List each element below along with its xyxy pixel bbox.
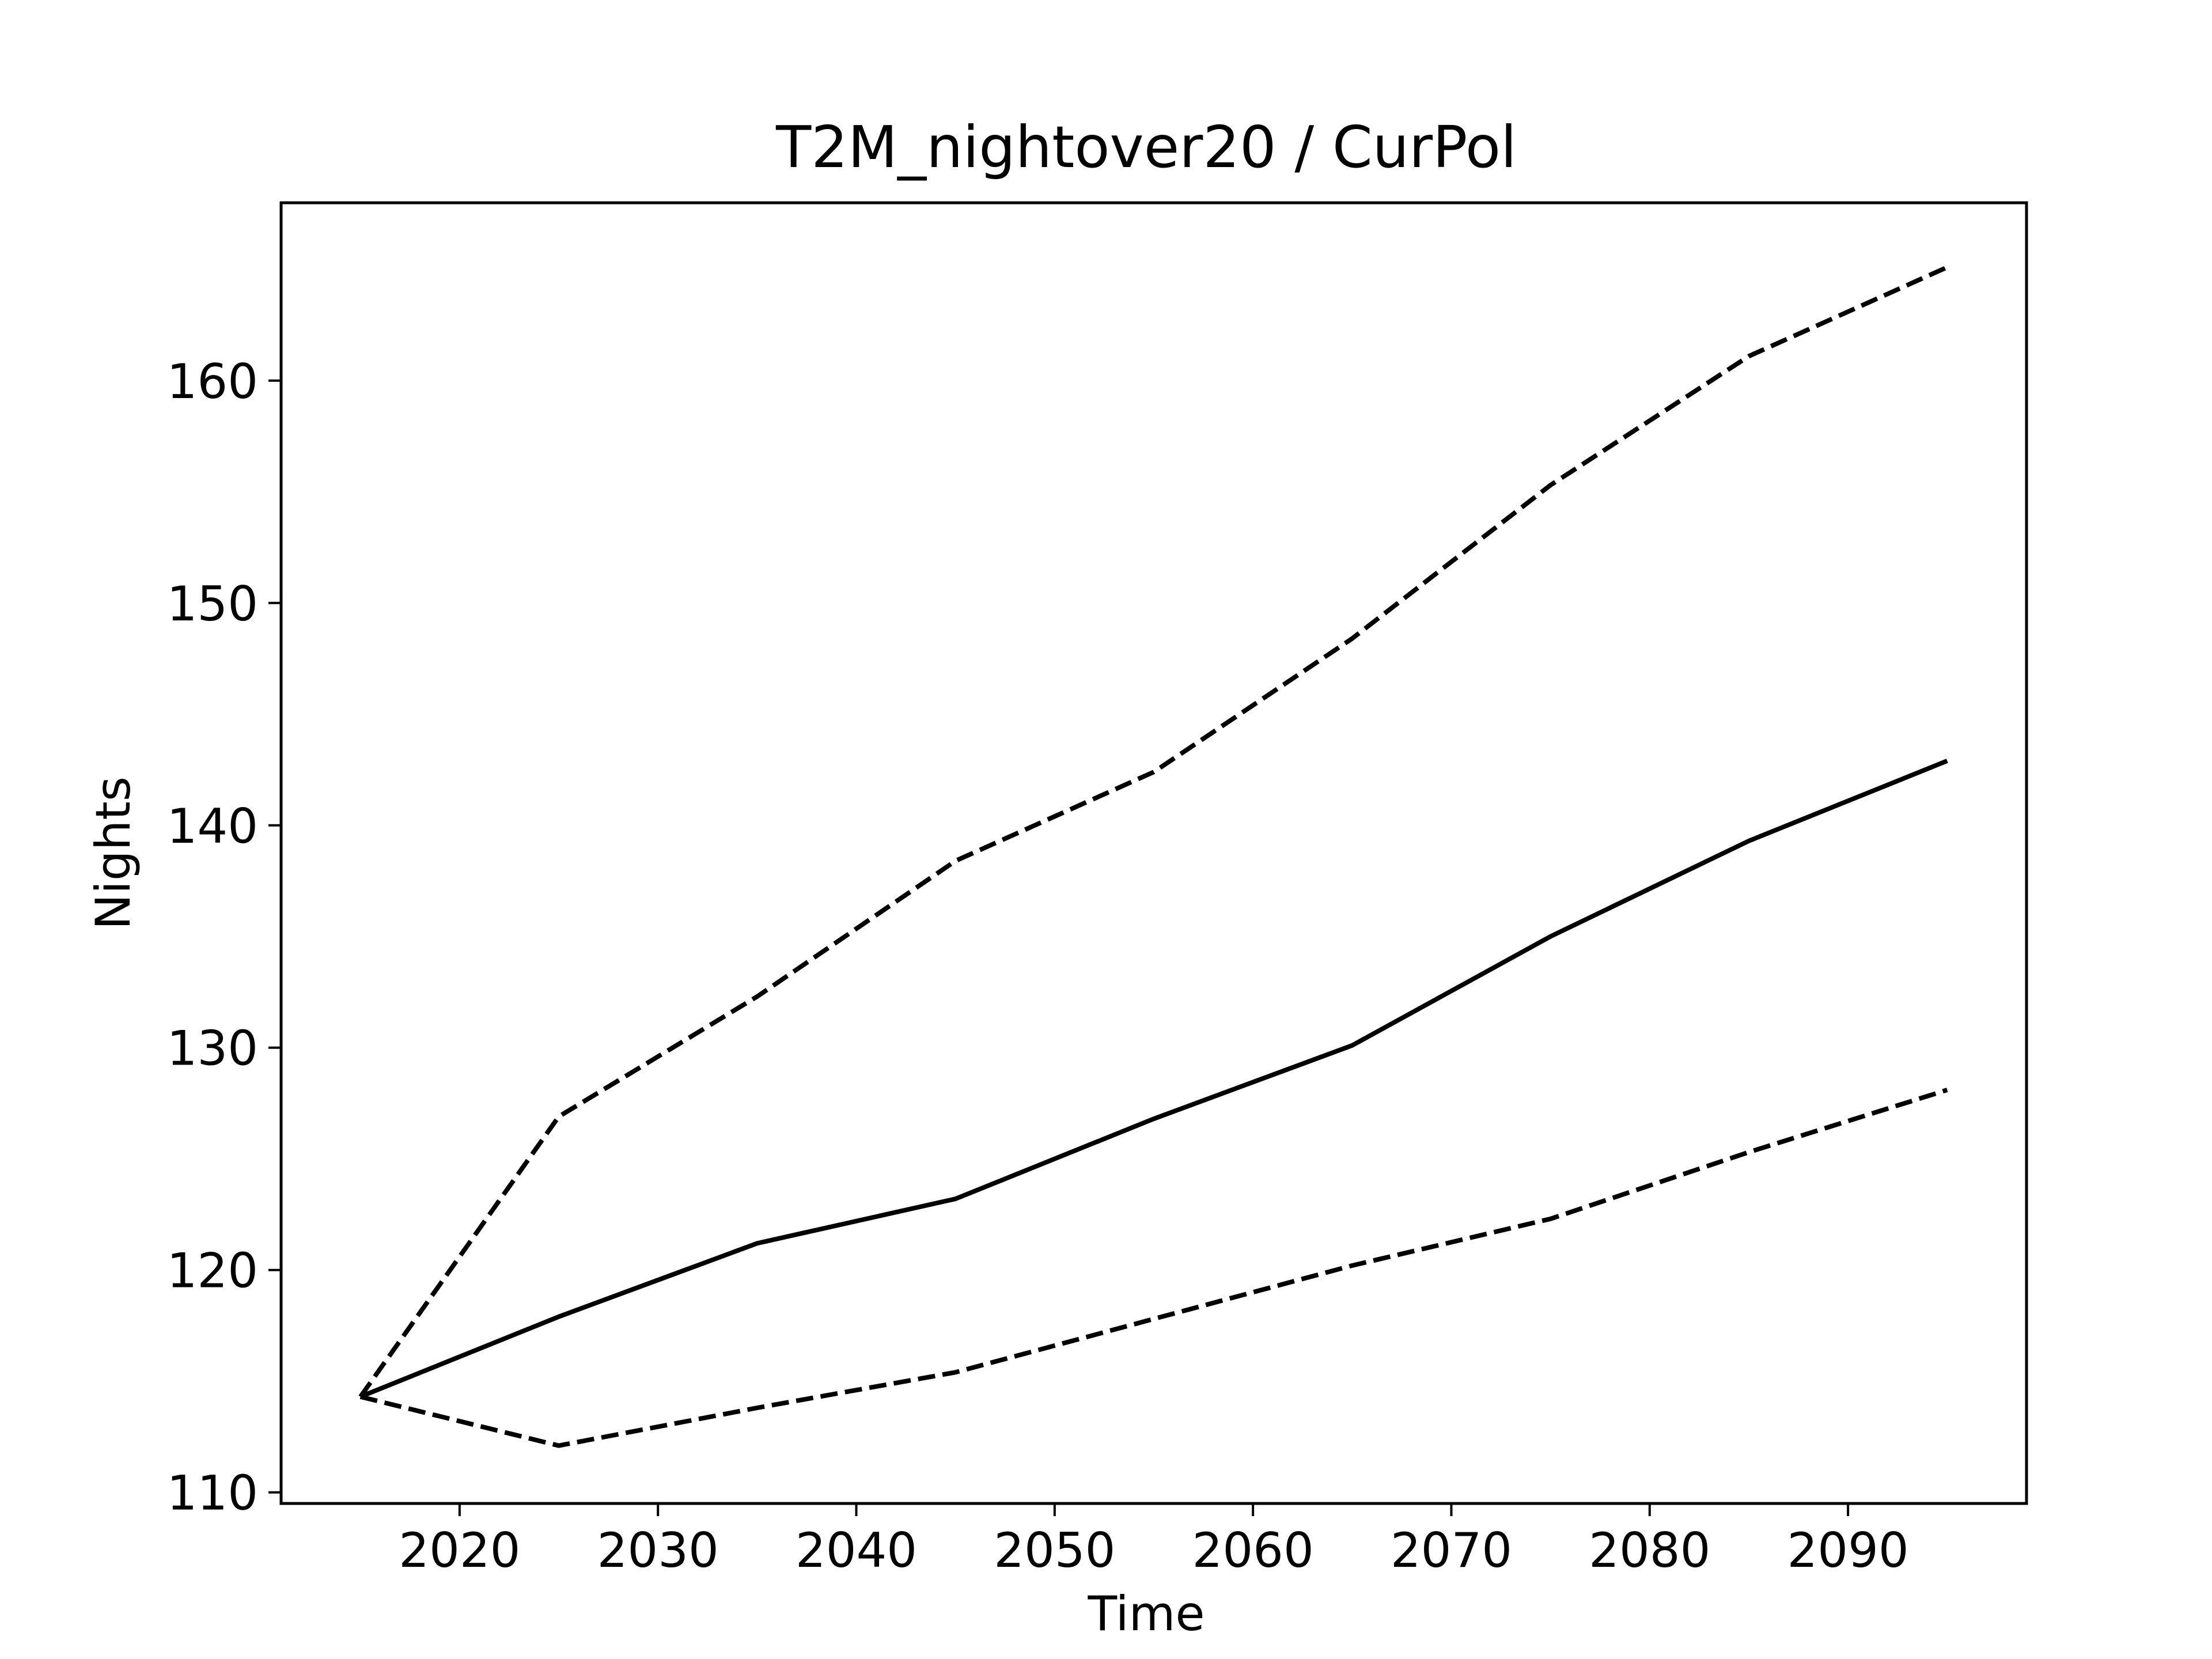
y-tick-label: 150 xyxy=(167,576,258,632)
y-axis: 110 120 130 140 150 160 xyxy=(167,354,281,1521)
y-axis-label: Nights xyxy=(85,777,141,930)
plot-area xyxy=(358,265,1948,1448)
chart-title: T2M_nightover20 / CurPol xyxy=(775,113,1517,181)
x-tick-label: 2030 xyxy=(597,1522,719,1578)
x-tick-label: 2070 xyxy=(1391,1522,1512,1578)
x-tick-label: 2020 xyxy=(399,1522,520,1578)
y-tick-label: 140 xyxy=(167,798,258,854)
series-line-dashed-2 xyxy=(359,1088,1948,1448)
x-tick-label: 2040 xyxy=(796,1522,917,1578)
series-line-solid xyxy=(359,759,1948,1399)
y-tick-label: 160 xyxy=(167,354,258,410)
x-tick-label: 2090 xyxy=(1787,1522,1908,1578)
x-axis: 2020 2030 2040 2050 2060 2070 2080 2090 xyxy=(399,1503,1909,1578)
y-tick-label: 120 xyxy=(167,1243,258,1299)
x-axis-label: Time xyxy=(1087,1586,1205,1642)
x-tick-label: 2080 xyxy=(1589,1522,1710,1578)
y-tick-label: 110 xyxy=(167,1465,258,1521)
series-line-dashed-1 xyxy=(358,265,1948,1399)
x-tick-label: 2060 xyxy=(1192,1522,1314,1578)
x-tick-label: 2050 xyxy=(994,1522,1115,1578)
y-tick-label: 130 xyxy=(167,1021,258,1077)
plot-frame xyxy=(279,201,2028,1505)
